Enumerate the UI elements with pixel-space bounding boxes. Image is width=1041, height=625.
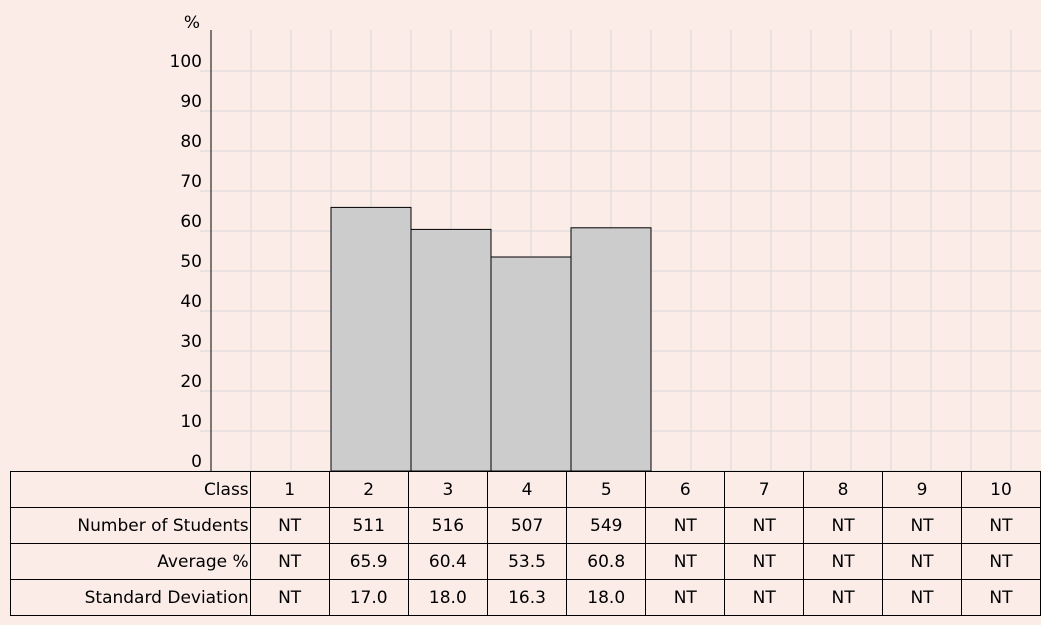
class-cell: 4 [486,471,568,508]
y-tick-label: 0 [191,452,202,472]
stat-row-1-cell: NT [645,507,726,544]
table-row: Class 1 2 3 4 5 6 7 8 9 10 [10,471,1041,508]
stat-row-1-cell: 507 [486,507,568,544]
stat-row-1-cell: NT [249,507,330,544]
stat-row-1-cell: 516 [407,507,488,544]
stat-row-3-cell: NT [882,579,962,616]
y-tick-label: 40 [180,292,202,312]
stat-row-1-cell: NT [882,507,962,544]
stat-row-2-cell: 53.5 [486,543,568,580]
bar-class-3 [410,228,492,472]
stat-row-2-cell: NT [960,543,1041,580]
y-tick-label: 20 [180,372,202,392]
stat-row-2-cell: NT [882,543,962,580]
class-cell: 7 [724,471,805,508]
stat-row-2-label: Average % [10,543,251,580]
bar-class-5 [570,227,652,472]
stat-row-3-cell: 17.0 [328,579,409,616]
y-tick-label: 30 [180,332,202,352]
y-tick-label: 70 [180,172,202,192]
class-cell: 5 [566,471,647,508]
stat-row-3-cell: 16.3 [486,579,568,616]
bar-class-4 [490,256,572,472]
class-cell: 6 [645,471,726,508]
stat-row-2-cell: NT [803,543,884,580]
table-row: Standard Deviation NT 17.0 18.0 16.3 18.0 NT NT… [10,579,1041,616]
chart-bars [330,206,652,472]
table-row: Average % NT 65.9 60.4 53.5 60.8 NT NT NT NT NT [10,543,1041,580]
stat-row-3-label: Standard Deviation [10,579,251,616]
stat-row-1-cell: NT [960,507,1041,544]
stat-row-3-cell: NT [960,579,1041,616]
bar-class-2 [330,206,412,472]
y-tick-label: 50 [180,252,202,272]
bar-chart: % 0 10 20 30 40 50 60 70 80 90 100 [170,13,1041,472]
stat-row-1-cell: NT [724,507,805,544]
class-cell: 2 [328,471,409,508]
stat-row-1-cell: NT [803,507,884,544]
class-cell: 10 [960,471,1041,508]
stat-row-2-cell: 60.4 [407,543,488,580]
y-axis-label: % [184,13,200,33]
stat-row-3-cell: 18.0 [407,579,488,616]
class-label: Class [10,471,251,508]
table-row: Number of Students NT 511 516 507 549 NT NT NT NT… [10,507,1041,544]
class-cell: 9 [882,471,962,508]
stat-row-2-cell: NT [724,543,805,580]
class-cell: 3 [407,471,488,508]
y-tick-label: 10 [180,412,202,432]
y-tick-label: 80 [180,132,202,152]
stat-row-3-cell: NT [249,579,330,616]
stat-row-2-cell: 60.8 [566,543,647,580]
stat-row-2-cell: NT [249,543,330,580]
stat-row-1-cell: 549 [566,507,647,544]
stat-row-2-cell: 65.9 [328,543,409,580]
stat-row-3-cell: NT [724,579,805,616]
y-tick-labels: 0 10 20 30 40 50 60 70 80 90 100 [170,52,202,472]
stat-row-1-label: Number of Students [10,507,251,544]
stat-row-2-cell: NT [645,543,726,580]
y-tick-label: 90 [180,92,202,112]
stat-row-1-cell: 511 [328,507,409,544]
stat-row-3-cell: 18.0 [566,579,647,616]
stat-row-3-cell: NT [803,579,884,616]
stat-row-3-cell: NT [645,579,726,616]
y-tick-label: 60 [180,212,202,232]
data-table: Class 1 2 3 4 5 6 7 8 9 10 Number of Students NT 511 5… [10,471,1041,616]
y-tick-label: 100 [170,52,202,72]
class-cell: 8 [803,471,884,508]
class-cell: 1 [249,471,330,508]
